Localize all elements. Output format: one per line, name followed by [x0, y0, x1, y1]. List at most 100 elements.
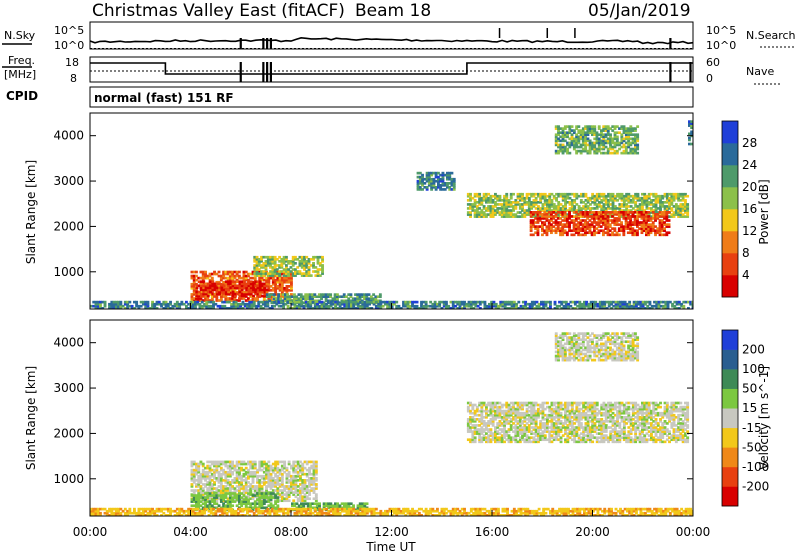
heatmap-cell [197, 294, 201, 298]
heatmap-cell [654, 203, 658, 206]
heatmap-cell [269, 260, 272, 263]
heatmap-cell [332, 302, 335, 306]
heatmap-cell [550, 211, 553, 214]
heatmap-cell [258, 466, 262, 470]
heatmap-cell [271, 270, 275, 273]
heatmap-cell [645, 213, 648, 216]
heatmap-cell [588, 141, 592, 145]
heatmap-cell [257, 264, 261, 267]
heatmap-cell [294, 274, 297, 277]
heatmap-cell [262, 494, 266, 497]
heatmap-cell [425, 171, 429, 175]
heatmap-cell [228, 460, 232, 464]
heatmap-cell [185, 304, 188, 308]
heatmap-cell [498, 203, 502, 206]
heatmap-cell [226, 472, 230, 476]
heatmap-cell [285, 495, 289, 499]
heatmap-cell [269, 276, 273, 280]
heatmap-cell [301, 499, 305, 503]
heatmap-cell [238, 500, 241, 503]
heatmap-cell [210, 460, 214, 464]
heatmap-cell [117, 307, 120, 309]
heatmap-cell [595, 151, 599, 155]
heatmap-cell [584, 203, 588, 206]
heatmap-cell [498, 213, 502, 216]
heatmap-cell [473, 213, 477, 216]
heatmap-cell [313, 301, 317, 305]
heatmap-cell [595, 137, 599, 141]
heatmap-cell [640, 217, 644, 220]
heatmap-cell [679, 215, 683, 218]
heatmap-cell [209, 280, 212, 284]
heatmap-cell [626, 213, 630, 216]
heatmap-cell [226, 287, 230, 290]
heatmap-cell [226, 460, 230, 464]
heatmap-cell [267, 481, 271, 484]
heatmap-cell [282, 255, 286, 259]
heatmap-cell [598, 203, 601, 206]
heatmap-cell [273, 268, 277, 271]
heatmap-cell [260, 485, 264, 488]
heatmap-cell [581, 219, 585, 222]
heatmap-cell [656, 194, 660, 198]
heatmap-cell [278, 285, 282, 288]
heatmap-cell [523, 215, 527, 218]
heatmap-cell [119, 304, 123, 308]
heatmap-cell [228, 278, 232, 282]
heatmap-cell [663, 201, 667, 204]
heatmap-cell [415, 307, 419, 309]
heatmap-cell [222, 485, 226, 488]
heatmap-cell [320, 297, 323, 301]
heatmap-cell [626, 223, 630, 226]
heatmap-cell [498, 199, 502, 202]
heatmap-cell [265, 474, 268, 478]
heatmap-cell [231, 276, 235, 280]
heatmap-cell [408, 304, 412, 308]
heatmap-cell [245, 286, 249, 290]
heatmap-cell [566, 196, 570, 200]
heatmap-cell [564, 194, 567, 198]
heatmap-cell [503, 307, 507, 309]
heatmap-cell [512, 300, 516, 304]
heatmap-cell [308, 479, 311, 482]
heatmap-cell [360, 293, 364, 296]
heatmap-cell [647, 223, 651, 226]
heatmap-cell [570, 233, 574, 237]
heatmap-cell [216, 304, 220, 308]
heatmap-cell [218, 307, 222, 309]
heatmap-cell [473, 201, 477, 204]
heatmap-cell [452, 184, 456, 187]
heatmap-cell [515, 307, 518, 309]
heatmap-cell [265, 500, 268, 503]
heatmap-cell [682, 307, 686, 309]
heatmap-cell [224, 292, 228, 296]
heatmap-cell [528, 302, 532, 306]
heatmap-cell [580, 307, 584, 309]
heatmap-cell [584, 127, 588, 130]
heatmap-cell [244, 472, 248, 476]
heatmap-cell [227, 284, 231, 288]
heatmap-cell [280, 289, 284, 292]
heatmap-cell [204, 299, 207, 302]
heatmap-cell [660, 219, 664, 222]
heatmap-cell [550, 227, 553, 230]
heatmap-cell [624, 131, 628, 135]
heatmap-cell [247, 288, 251, 292]
heatmap-cell [463, 304, 466, 308]
heatmap-cell [681, 194, 685, 198]
heatmap-cell [421, 177, 424, 181]
heatmap-cell [103, 300, 107, 304]
heatmap-cell [597, 143, 601, 147]
heatmap-cell [690, 130, 693, 134]
heatmap-cell [485, 199, 488, 202]
heatmap-cell [478, 192, 482, 196]
heatmap-cell [213, 474, 216, 478]
heatmap-cell [235, 299, 239, 302]
heatmap-cell [458, 307, 462, 309]
heatmap-cell [645, 231, 648, 235]
heatmap-cell [292, 483, 296, 486]
heatmap-cell [208, 282, 212, 286]
heatmap-cell [280, 258, 284, 261]
heatmap-cell [222, 504, 226, 508]
heatmap-cell [212, 304, 215, 308]
